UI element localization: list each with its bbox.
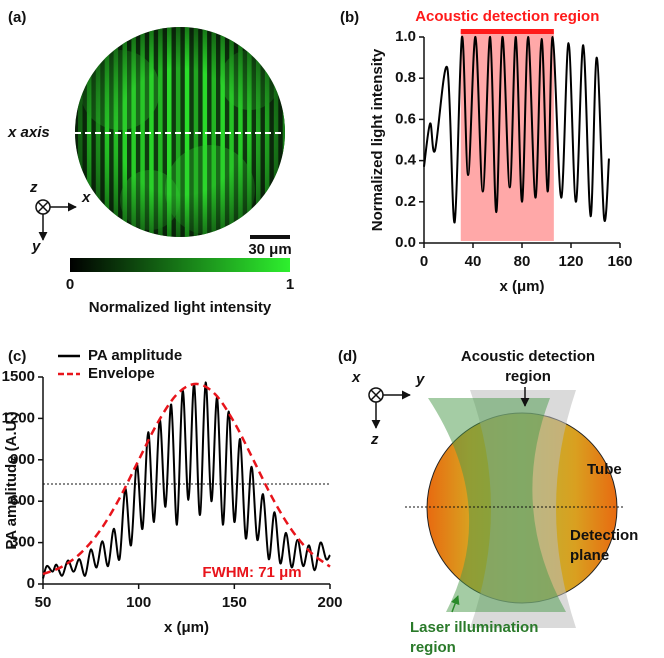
colorbar-tick-label: 1 (286, 276, 294, 293)
x-tick-label: 100 (126, 594, 151, 611)
y-tick-label: 0.4 (395, 152, 417, 169)
y-tick-label: 0.8 (395, 69, 416, 86)
tube-label: Tube (587, 461, 622, 478)
axis-name: y (415, 371, 425, 388)
panel-a: (a) x axis z x y 30 μm Normalized light … (7, 9, 294, 316)
x-tick-label: 150 (222, 594, 247, 611)
acoustic-label: Acoustic detection (461, 348, 595, 365)
panel-d: (d) x y z Acoustic detection region Tube… (338, 348, 638, 656)
colorbar-tick-label: 0 (66, 276, 74, 293)
panel-label: (b) (340, 9, 359, 26)
cross (37, 201, 49, 213)
acoustic-label: region (505, 368, 551, 385)
x-tick-label: 50 (35, 594, 52, 611)
x-tick-label: 120 (558, 253, 583, 270)
y-axis-label: Normalized light intensity (369, 48, 386, 231)
data-line (423, 35, 610, 224)
y-tick-label: 0.2 (395, 193, 416, 210)
x-tick-label: 160 (607, 253, 632, 270)
colorbar-label: Normalized light intensity (89, 299, 272, 316)
panel-label: (d) (338, 348, 357, 365)
y-tick-label: 1500 (2, 368, 35, 385)
legend-label: Envelope (88, 365, 155, 382)
y-tick-label: 0.0 (395, 234, 416, 251)
data-line (42, 382, 331, 576)
axis-name: z (29, 179, 38, 196)
panel-label: (c) (8, 348, 26, 365)
region-bar (460, 29, 554, 34)
x-tick-label: 40 (465, 253, 482, 270)
y-tick-label: 1.0 (395, 28, 416, 45)
plane-label: Detection (570, 527, 638, 544)
axis-name: z (370, 431, 379, 448)
y-tick-label: 0.6 (395, 110, 416, 127)
scale-bar-label: 30 μm (248, 241, 291, 258)
axis-name: x (351, 369, 361, 386)
cross (370, 389, 382, 401)
axis-name: y (31, 238, 41, 255)
legend-label: PA amplitude (88, 347, 182, 364)
y-tick-label: 300 (10, 534, 35, 551)
axis-name: x (81, 189, 91, 206)
laser-label: region (410, 639, 456, 656)
x-tick-label: 80 (514, 253, 531, 270)
y-tick-label: 0 (27, 575, 35, 592)
colorbar (70, 258, 290, 272)
panel-label: (a) (8, 9, 26, 26)
region-label: Acoustic detection region (415, 8, 599, 25)
annotation: FWHM: 71 μm (202, 564, 301, 581)
x-tick-label: 0 (420, 253, 428, 270)
x-axis-label: x axis (7, 124, 50, 141)
y-tick-label: 600 (10, 492, 35, 509)
pointer-arrow (450, 595, 460, 613)
x-tick-label: 200 (317, 594, 342, 611)
x-axis-label: x (μm) (499, 278, 544, 295)
plane-label: plane (570, 547, 609, 564)
laser-label: Laser illumination (410, 619, 538, 636)
y-tick-label: 900 (10, 451, 35, 468)
y-tick-label: 1200 (2, 409, 35, 426)
x-axis-label: x (μm) (164, 619, 209, 636)
data-line (42, 381, 331, 579)
y-axis-label: PA amplitude (A.U.) (3, 411, 20, 549)
laser-region (428, 398, 566, 612)
